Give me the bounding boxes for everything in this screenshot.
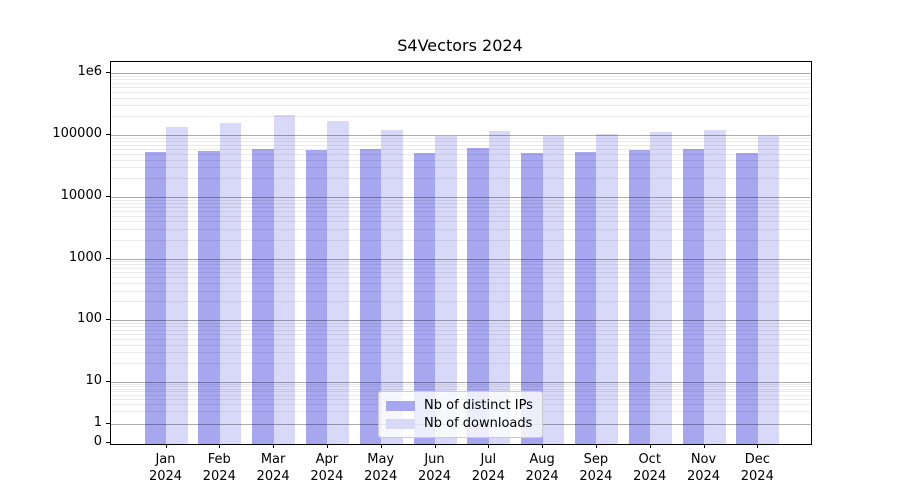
bar-distinct-ips-oct	[628, 150, 651, 444]
y-tick-mark	[106, 196, 110, 197]
x-tick-label-feb: Feb 2024	[202, 452, 236, 484]
x-tick-mark	[488, 444, 490, 448]
bar-distinct-ips-jul	[467, 148, 489, 444]
legend-swatch-distinct-ips	[386, 400, 415, 411]
x-tick-label-nov: Nov 2024	[686, 452, 721, 484]
x-tick-mark	[219, 444, 221, 448]
x-tick-label-oct: Oct 2024	[633, 452, 667, 484]
bar-distinct-ips-sep	[574, 151, 597, 444]
bar-distinct-ips-feb	[198, 151, 220, 444]
bar-distinct-ips-mar	[252, 148, 274, 444]
legend-label-distinct-ips: Nb of distinct IPs	[424, 398, 533, 413]
bar-distinct-ips-may	[359, 148, 382, 444]
x-tick-label-jun: Jun 2024	[417, 452, 452, 484]
x-tick-label-may: May 2024	[364, 452, 398, 484]
bar-distinct-ips-nov	[682, 148, 704, 444]
y-tick-mark	[106, 381, 110, 382]
bar-downloads-nov	[704, 130, 726, 444]
y-tick-mark	[106, 319, 110, 320]
y-tick-label: 10000	[60, 188, 102, 203]
y-tick-mark	[106, 134, 110, 135]
bar-downloads-feb	[219, 123, 242, 444]
bar-distinct-ips-apr	[305, 150, 328, 444]
x-tick-mark	[703, 444, 705, 448]
x-tick-mark	[326, 444, 328, 448]
x-tick-mark	[649, 444, 651, 448]
x-tick-mark	[165, 444, 167, 448]
y-tick-label: 1000	[68, 249, 102, 265]
bar-downloads-dec	[757, 136, 780, 444]
legend-swatch-downloads	[386, 418, 415, 429]
bar-distinct-ips-dec	[736, 153, 758, 444]
bar-downloads-mar	[273, 115, 296, 444]
x-tick-label-mar: Mar 2024	[256, 452, 290, 484]
legend-item-downloads: Nb of downloads	[386, 416, 533, 431]
y-tick-label: 100000	[52, 126, 102, 141]
bar-downloads-may	[381, 130, 403, 444]
y-tick-mark	[106, 442, 110, 443]
x-tick-mark	[542, 444, 544, 448]
bar-distinct-ips-aug	[521, 153, 543, 444]
y-tick-label: 0	[93, 434, 102, 449]
bars-layer	[111, 62, 811, 444]
bar-downloads-jun	[435, 136, 457, 444]
chart-title: S4Vectors 2024	[397, 36, 523, 55]
bar-distinct-ips-jun	[413, 153, 435, 444]
x-tick-mark	[595, 444, 597, 448]
x-tick-label-jul: Jul 2024	[471, 452, 505, 484]
legend-item-distinct-ips: Nb of distinct IPs	[386, 398, 533, 413]
bar-downloads-jan	[166, 126, 188, 444]
y-tick-label: 10	[85, 373, 102, 388]
x-tick-mark	[757, 444, 759, 448]
x-tick-mark	[273, 444, 275, 448]
bar-downloads-sep	[596, 134, 618, 444]
y-tick-mark	[106, 72, 110, 73]
bar-downloads-oct	[650, 132, 672, 444]
legend: Nb of distinct IPs Nb of downloads	[378, 391, 543, 438]
x-tick-label-aug: Aug 2024	[525, 452, 559, 484]
y-tick-label: 100	[77, 311, 102, 326]
x-tick-label-sep: Sep 2024	[579, 452, 613, 484]
x-tick-mark	[434, 444, 436, 448]
bar-downloads-apr	[327, 121, 349, 444]
plot-area: Nb of distinct IPs Nb of downloads	[110, 61, 812, 445]
x-tick-label-jan: Jan 2024	[148, 452, 183, 484]
bar-distinct-ips-jan	[144, 152, 166, 444]
y-tick-label: 1e6	[77, 64, 102, 79]
x-tick-mark	[380, 444, 382, 448]
legend-label-downloads: Nb of downloads	[424, 416, 533, 431]
bar-downloads-aug	[542, 136, 565, 444]
bar-downloads-jul	[488, 130, 511, 444]
y-tick-mark	[106, 257, 110, 259]
y-tick-label: 1	[93, 415, 102, 430]
x-tick-label-dec: Dec 2024	[740, 452, 774, 484]
x-tick-label-apr: Apr 2024	[310, 452, 344, 484]
y-tick-mark	[106, 423, 110, 424]
